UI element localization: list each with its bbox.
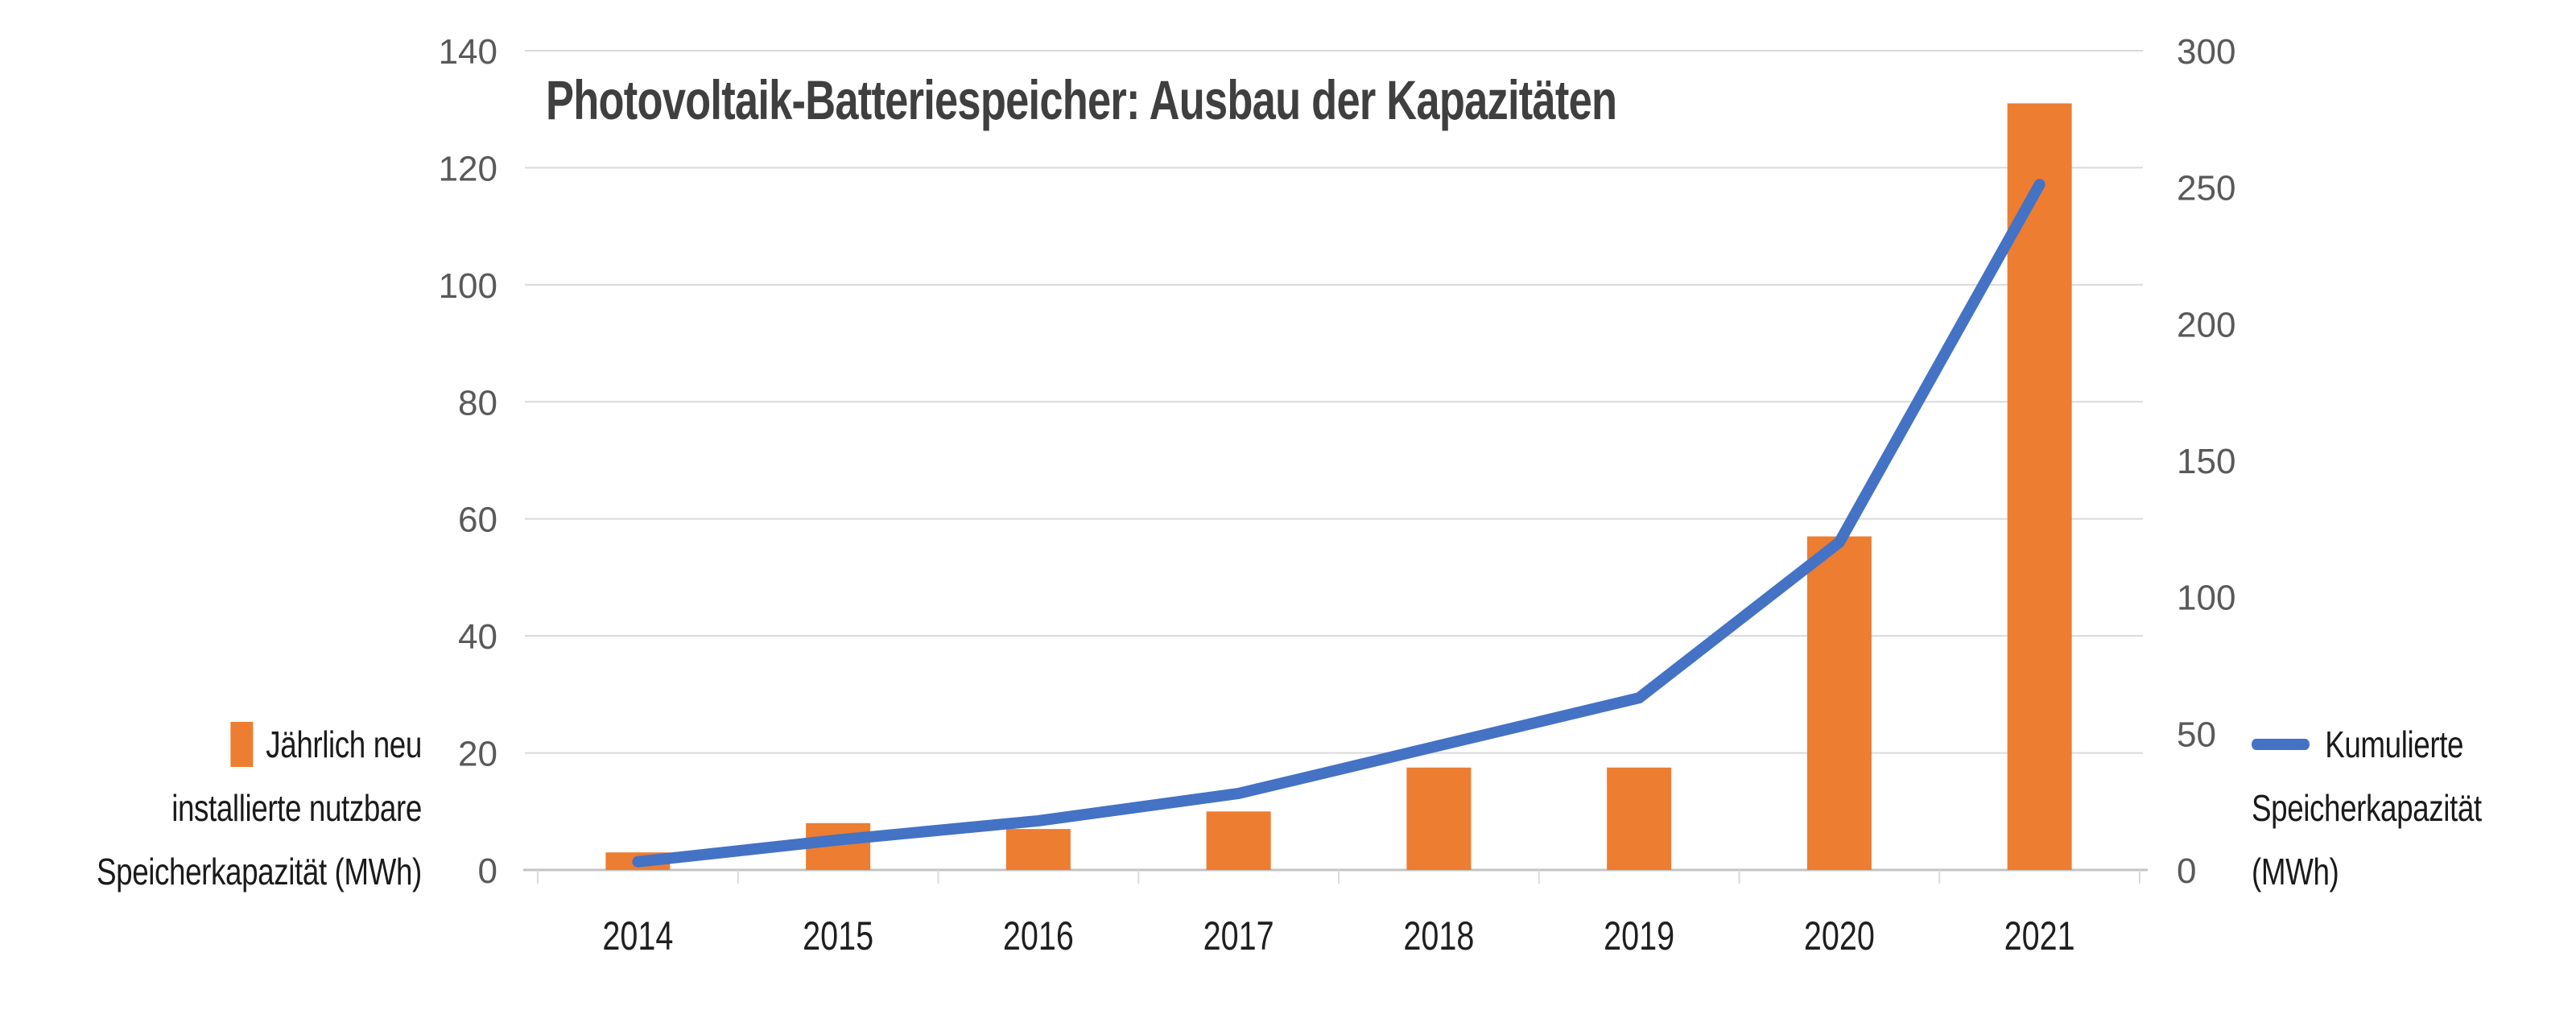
- y-axis-right-label-100: 100: [2177, 579, 2235, 618]
- x-axis-label-2021: 2021: [2004, 913, 2075, 958]
- bar-2020: [1806, 536, 1872, 870]
- legend-cumulative-text3: (MWh): [2252, 851, 2339, 892]
- bar-2019: [1607, 767, 1672, 870]
- x-axis-label-2018: 2018: [1403, 913, 1474, 958]
- bar-2017: [1206, 811, 1271, 870]
- y-axis-left-label-80: 80: [458, 383, 497, 422]
- x-axis-label-2017: 2017: [1203, 913, 1274, 958]
- x-axis-label-2015: 2015: [803, 913, 873, 958]
- x-axis-label-2014: 2014: [602, 913, 673, 958]
- bar-2016: [1005, 829, 1071, 870]
- legend-annual-line1: Jährlich neu: [97, 713, 422, 777]
- x-axis-label-2020: 2020: [1804, 913, 1875, 958]
- y-axis-right-label-250: 250: [2177, 169, 2235, 208]
- legend-cumulative-text2: Speicherkapazität: [2252, 787, 2482, 829]
- y-axis-right-label-50: 50: [2177, 715, 2216, 754]
- y-axis-left-label-140: 140: [439, 32, 497, 72]
- x-axis-label-2019: 2019: [1604, 913, 1674, 958]
- y-axis-left-label-60: 60: [458, 501, 497, 540]
- y-axis-left-label-20: 20: [458, 735, 497, 774]
- y-axis-left-label-0: 0: [478, 851, 497, 891]
- blue-line-swatch-icon: [2252, 738, 2310, 750]
- cumulative-line-series: [632, 179, 2046, 868]
- x-axis-label-2016: 2016: [1003, 913, 1074, 958]
- y-axis-left-label-40: 40: [458, 617, 497, 657]
- chart-title: Photovoltaik-Batteriespeicher: Ausbau de…: [546, 69, 1617, 131]
- legend-annual-text2: installierte nutzbare: [171, 787, 422, 829]
- bar-2018: [1406, 767, 1472, 870]
- legend-annual-series: Jährlich neu installierte nutzbare Speic…: [97, 713, 422, 904]
- y-axis-right-label-150: 150: [2177, 442, 2235, 481]
- orange-bar-swatch-icon: [230, 721, 254, 767]
- legend-cumulative-text1: Kumulierte: [2325, 723, 2464, 765]
- y-axis-left-label-120: 120: [439, 149, 497, 188]
- y-axis-right-label-300: 300: [2177, 32, 2235, 72]
- legend-annual-text3: Speicherkapazität (MWh): [97, 851, 422, 892]
- legend-cumulative-series: Kumulierte Speicherkapazität (MWh): [2252, 713, 2482, 904]
- legend-cumulative-line1: Kumulierte: [2252, 713, 2482, 777]
- y-axis-right-label-0: 0: [2177, 851, 2196, 891]
- y-axis-left-label-100: 100: [439, 266, 497, 306]
- legend-annual-text1: Jährlich neu: [266, 723, 422, 765]
- y-axis-right-label-200: 200: [2177, 305, 2235, 344]
